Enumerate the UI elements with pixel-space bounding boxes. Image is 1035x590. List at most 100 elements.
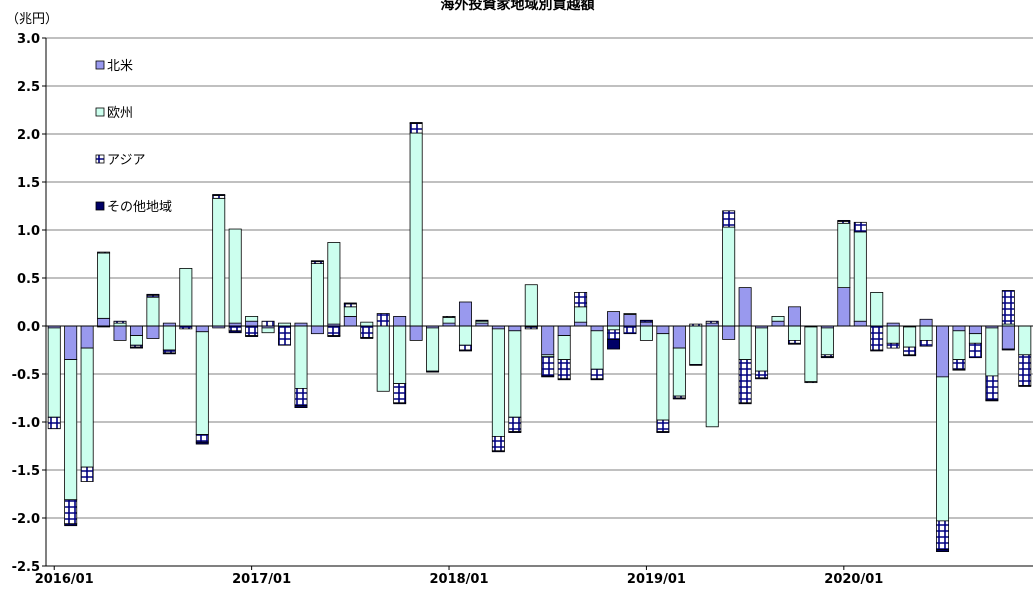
- legend-label: 欧州: [107, 106, 133, 121]
- bar-segment: [607, 329, 621, 340]
- bar-segment: [212, 197, 226, 327]
- bar-segment: [97, 251, 111, 254]
- bar-segment: [228, 325, 242, 332]
- bar-segment: [886, 342, 900, 349]
- bar-segment: [623, 325, 637, 335]
- bar-segment: [903, 346, 917, 356]
- bar-segment: [656, 431, 670, 433]
- gridlines: [46, 37, 1033, 567]
- bar-segment: [919, 318, 933, 327]
- bar-segment: [936, 520, 950, 551]
- bar-segment: [80, 466, 94, 482]
- y-tick-label: 2.0: [17, 128, 40, 143]
- bar-segment: [129, 325, 143, 337]
- y-tick-label: -1.0: [12, 416, 40, 431]
- bar-segment: [524, 284, 538, 327]
- bar-segment: [195, 325, 209, 333]
- bar-segment: [771, 315, 785, 322]
- bar-segment: [738, 325, 752, 360]
- bar-segment: [294, 405, 308, 408]
- bar-segment: [738, 287, 752, 327]
- bar-segment: [524, 326, 538, 330]
- bar-segment: [787, 325, 801, 341]
- legend-label: その他地域: [107, 200, 172, 215]
- bar-segment: [47, 327, 61, 418]
- y-tick-label: -1.5: [12, 464, 40, 479]
- bar-segment: [985, 375, 999, 401]
- bar-segment: [113, 320, 127, 324]
- bar-segment: [179, 267, 193, 327]
- bar-segment: [212, 195, 226, 199]
- bar-segment: [820, 356, 834, 359]
- bar-segment: [310, 260, 324, 263]
- bar-segment: [508, 325, 522, 332]
- y-tick-label: 3.0: [17, 32, 40, 47]
- bar-segment: [672, 347, 686, 397]
- bar-segment: [903, 354, 917, 357]
- bar-segment: [97, 317, 111, 327]
- bar-segment: [936, 549, 950, 552]
- bar-segment: [557, 378, 571, 381]
- bar-segment: [409, 325, 423, 341]
- bar-segment: [574, 291, 588, 308]
- bar-segment: [639, 325, 653, 341]
- bar-segment: [919, 325, 933, 341]
- bar-segment: [672, 325, 686, 349]
- bar-segment: [787, 306, 801, 327]
- bar-segment: [656, 419, 670, 432]
- bar-segment: [458, 325, 472, 346]
- bar-segment: [376, 313, 390, 327]
- bar-segment: [968, 333, 982, 344]
- bar-segment: [162, 325, 176, 351]
- bar-segment: [607, 325, 621, 331]
- bar-segment: [787, 342, 801, 345]
- bar-segment: [870, 349, 884, 352]
- bar-segment: [146, 296, 160, 327]
- bar-segment: [1001, 325, 1015, 350]
- bar-segment: [903, 326, 917, 348]
- bar-segment: [985, 399, 999, 402]
- bar-segment: [853, 231, 867, 322]
- bar-segment: [705, 320, 719, 324]
- bar-segment: [310, 263, 324, 327]
- bar-segment: [837, 219, 851, 222]
- bar-segment: [393, 325, 407, 384]
- bar-segment: [623, 314, 637, 327]
- bar-segment: [47, 416, 61, 430]
- x-tick-labels: 2016/01 2017/01 2018/01 2019/01 2020/01: [35, 572, 884, 587]
- bar-segment: [722, 325, 736, 340]
- bar-segment: [590, 378, 604, 381]
- bar-segment: [195, 331, 209, 435]
- y-tick-label: -2.5: [12, 560, 40, 575]
- y-tick-label: 1.0: [17, 224, 40, 239]
- bar-segment: [705, 325, 719, 428]
- bar-segment: [952, 330, 966, 360]
- bar-segment: [343, 306, 357, 317]
- bar-segment: [409, 122, 423, 124]
- bar-segment: [360, 337, 374, 339]
- bar-segment: [327, 325, 341, 337]
- bar-segment: [952, 359, 966, 370]
- bar-segment: [1001, 290, 1015, 325]
- bar-segment: [162, 349, 176, 354]
- bar-segment: [574, 306, 588, 323]
- bar-segment: [360, 325, 374, 338]
- bar-segment: [508, 416, 522, 433]
- y-axis-unit-label: （兆円）: [6, 12, 59, 27]
- bar-segment: [952, 325, 966, 332]
- bar-segment: [426, 370, 440, 373]
- bar-segment: [261, 320, 275, 327]
- bar-segment: [80, 347, 94, 468]
- y-tick-label: -0.5: [12, 368, 40, 383]
- bar-segment: [968, 342, 982, 359]
- bar-segment: [360, 321, 374, 327]
- bar-segment: [409, 123, 423, 134]
- legend-swatch: [95, 60, 105, 70]
- bar-segment: [458, 344, 472, 351]
- bar-segment: [343, 315, 357, 327]
- bar-segment: [853, 320, 867, 327]
- bar-segment: [508, 431, 522, 433]
- bar-segment: [557, 325, 571, 337]
- bar-segment: [755, 327, 769, 372]
